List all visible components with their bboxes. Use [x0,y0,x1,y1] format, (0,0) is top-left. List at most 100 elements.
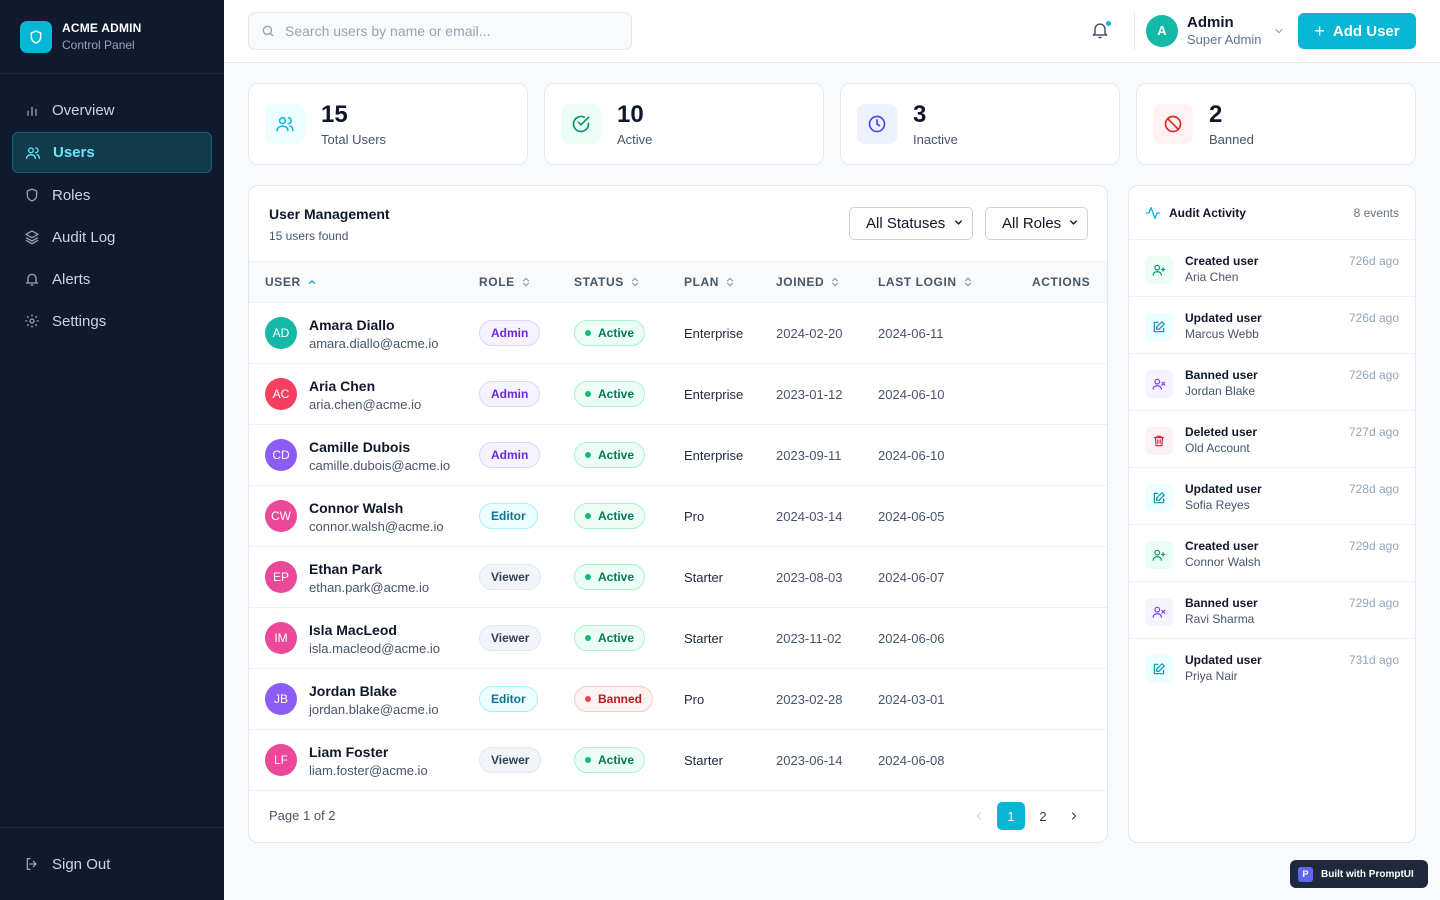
user-plan: Pro [684,692,705,707]
table-row[interactable]: CD Camille Dubois camille.dubois@acme.io… [249,425,1107,486]
status-badge: Active [574,320,646,346]
stat-label: Banned [1209,132,1254,147]
audit-target: Priya Nair [1185,669,1238,683]
user-name: Camille Dubois [309,439,411,455]
table-row[interactable]: AD Amara Diallo amara.diallo@acme.io Adm… [249,303,1107,364]
last-login-date: 2024-06-11 [878,326,944,341]
next-page-button[interactable] [1060,802,1088,830]
user-email: isla.macleod@acme.io [309,641,440,656]
user-email: aria.chen@acme.io [309,397,422,412]
notifications-button[interactable] [1090,20,1112,42]
page-button-1[interactable]: 1 [997,802,1025,830]
sort-icon [630,276,640,288]
joined-date: 2023-09-11 [776,448,842,463]
audit-action: Deleted user [1185,425,1258,439]
user-role: Super Admin [1187,32,1262,47]
status-badge: Active [574,381,646,407]
column-header-last-login[interactable]: LAST LOGIN [878,275,973,289]
prev-page-button[interactable] [965,802,993,830]
user-x-icon [1145,598,1173,626]
sidebar-item-label: Users [53,144,95,161]
column-header-role[interactable]: ROLE [479,275,531,289]
notification-dot [1105,20,1112,27]
column-header-user[interactable]: USER [265,275,317,289]
user-plan: Enterprise [684,448,744,463]
avatar: JB [265,683,297,715]
bar-chart-icon [24,102,40,118]
audit-event: Banned user Ravi Sharma 729d ago [1129,582,1415,639]
promptui-logo-icon: P [1298,866,1313,882]
logout-icon [24,856,40,872]
layers-icon [24,229,40,245]
stat-card-inactive: 3 Inactive [840,83,1120,165]
avatar: LF [265,744,297,776]
user-plan: Starter [684,753,724,768]
user-name: Isla MacLeod [309,622,397,638]
search-box[interactable] [248,12,632,50]
sidebar-item-label: Alerts [52,270,91,288]
check-circle-icon [561,104,601,144]
plus-icon: + [1314,21,1325,41]
table-row[interactable]: EP Ethan Park ethan.park@acme.io Viewer … [249,547,1107,608]
audit-time: 731d ago [1348,653,1399,667]
user-plan: Starter [684,570,724,585]
role-badge: Viewer [479,625,542,651]
built-with-badge[interactable]: P Built with PromptUI [1290,860,1428,888]
last-login-date: 2024-06-10 [878,448,945,463]
user-email: jordan.blake@acme.io [309,702,439,717]
table-row[interactable]: CW Connor Walsh connor.walsh@acme.io Edi… [249,486,1107,547]
role-badge: Viewer [479,564,542,590]
user-plan: Starter [684,631,724,646]
stat-value: 15 [321,101,348,128]
audit-header: Audit Activity 8 events [1129,186,1415,240]
sign-out-button[interactable]: Sign Out [0,827,224,900]
table-row[interactable]: JB Jordan Blake jordan.blake@acme.io Edi… [249,669,1107,730]
column-header-joined[interactable]: JOINED [776,275,840,289]
clock-icon [857,104,897,144]
role-badge: Admin [479,442,541,468]
audit-time: 729d ago [1348,539,1399,553]
search-input[interactable] [285,23,605,39]
column-header-plan[interactable]: PLAN [684,275,735,289]
joined-date: 2023-08-03 [776,570,843,585]
sidebar-item-settings[interactable]: Settings [12,301,212,341]
shield-logo-icon [20,20,52,53]
sidebar-item-audit-log[interactable]: Audit Log [12,217,212,257]
table-row[interactable]: LF Liam Foster liam.foster@acme.io Viewe… [249,730,1107,791]
user-plus-icon [1145,256,1173,284]
audit-target: Sofia Reyes [1185,498,1250,512]
chevron-left-icon [976,812,982,820]
audit-target: Jordan Blake [1185,384,1256,398]
chevron-down-icon [1068,215,1079,232]
sidebar-item-users[interactable]: Users [12,132,212,173]
role-filter-value: All Roles [1002,215,1062,232]
audit-time: 726d ago [1348,254,1399,268]
stat-label: Inactive [913,132,958,147]
stat-card-banned: 2 Banned [1136,83,1416,165]
user-email: camille.dubois@acme.io [309,458,451,473]
last-login-date: 2024-03-01 [878,692,945,707]
sidebar-item-overview[interactable]: Overview [12,90,212,130]
sidebar-item-alerts[interactable]: Alerts [12,259,212,299]
page-button-2[interactable]: 2 [1039,808,1047,824]
user-menu[interactable]: A Admin Super Admin [1146,14,1285,47]
sidebar-item-roles[interactable]: Roles [12,175,212,215]
status-filter-select[interactable]: All Statuses [849,207,973,240]
add-user-button[interactable]: + Add User [1298,13,1416,49]
chevron-right-icon [1071,812,1077,820]
user-name: Amara Diallo [309,317,395,333]
status-badge: Active [574,564,646,590]
users-icon [25,145,41,161]
user-email: liam.foster@acme.io [309,763,428,778]
sort-icon [521,276,531,288]
column-header-actions: ACTIONS [1032,275,1091,289]
edit-icon [1145,484,1173,512]
sort-asc-icon [307,277,317,287]
joined-date: 2023-06-14 [776,753,843,768]
table-row[interactable]: IM Isla MacLeod isla.macleod@acme.io Vie… [249,608,1107,669]
column-header-status[interactable]: STATUS [574,275,640,289]
sidebar-item-label: Settings [52,312,107,330]
table-row[interactable]: AC Aria Chen aria.chen@acme.io Admin Act… [249,364,1107,425]
role-filter-select[interactable]: All Roles [985,207,1088,240]
brand-title: ACME ADMIN [62,21,142,35]
